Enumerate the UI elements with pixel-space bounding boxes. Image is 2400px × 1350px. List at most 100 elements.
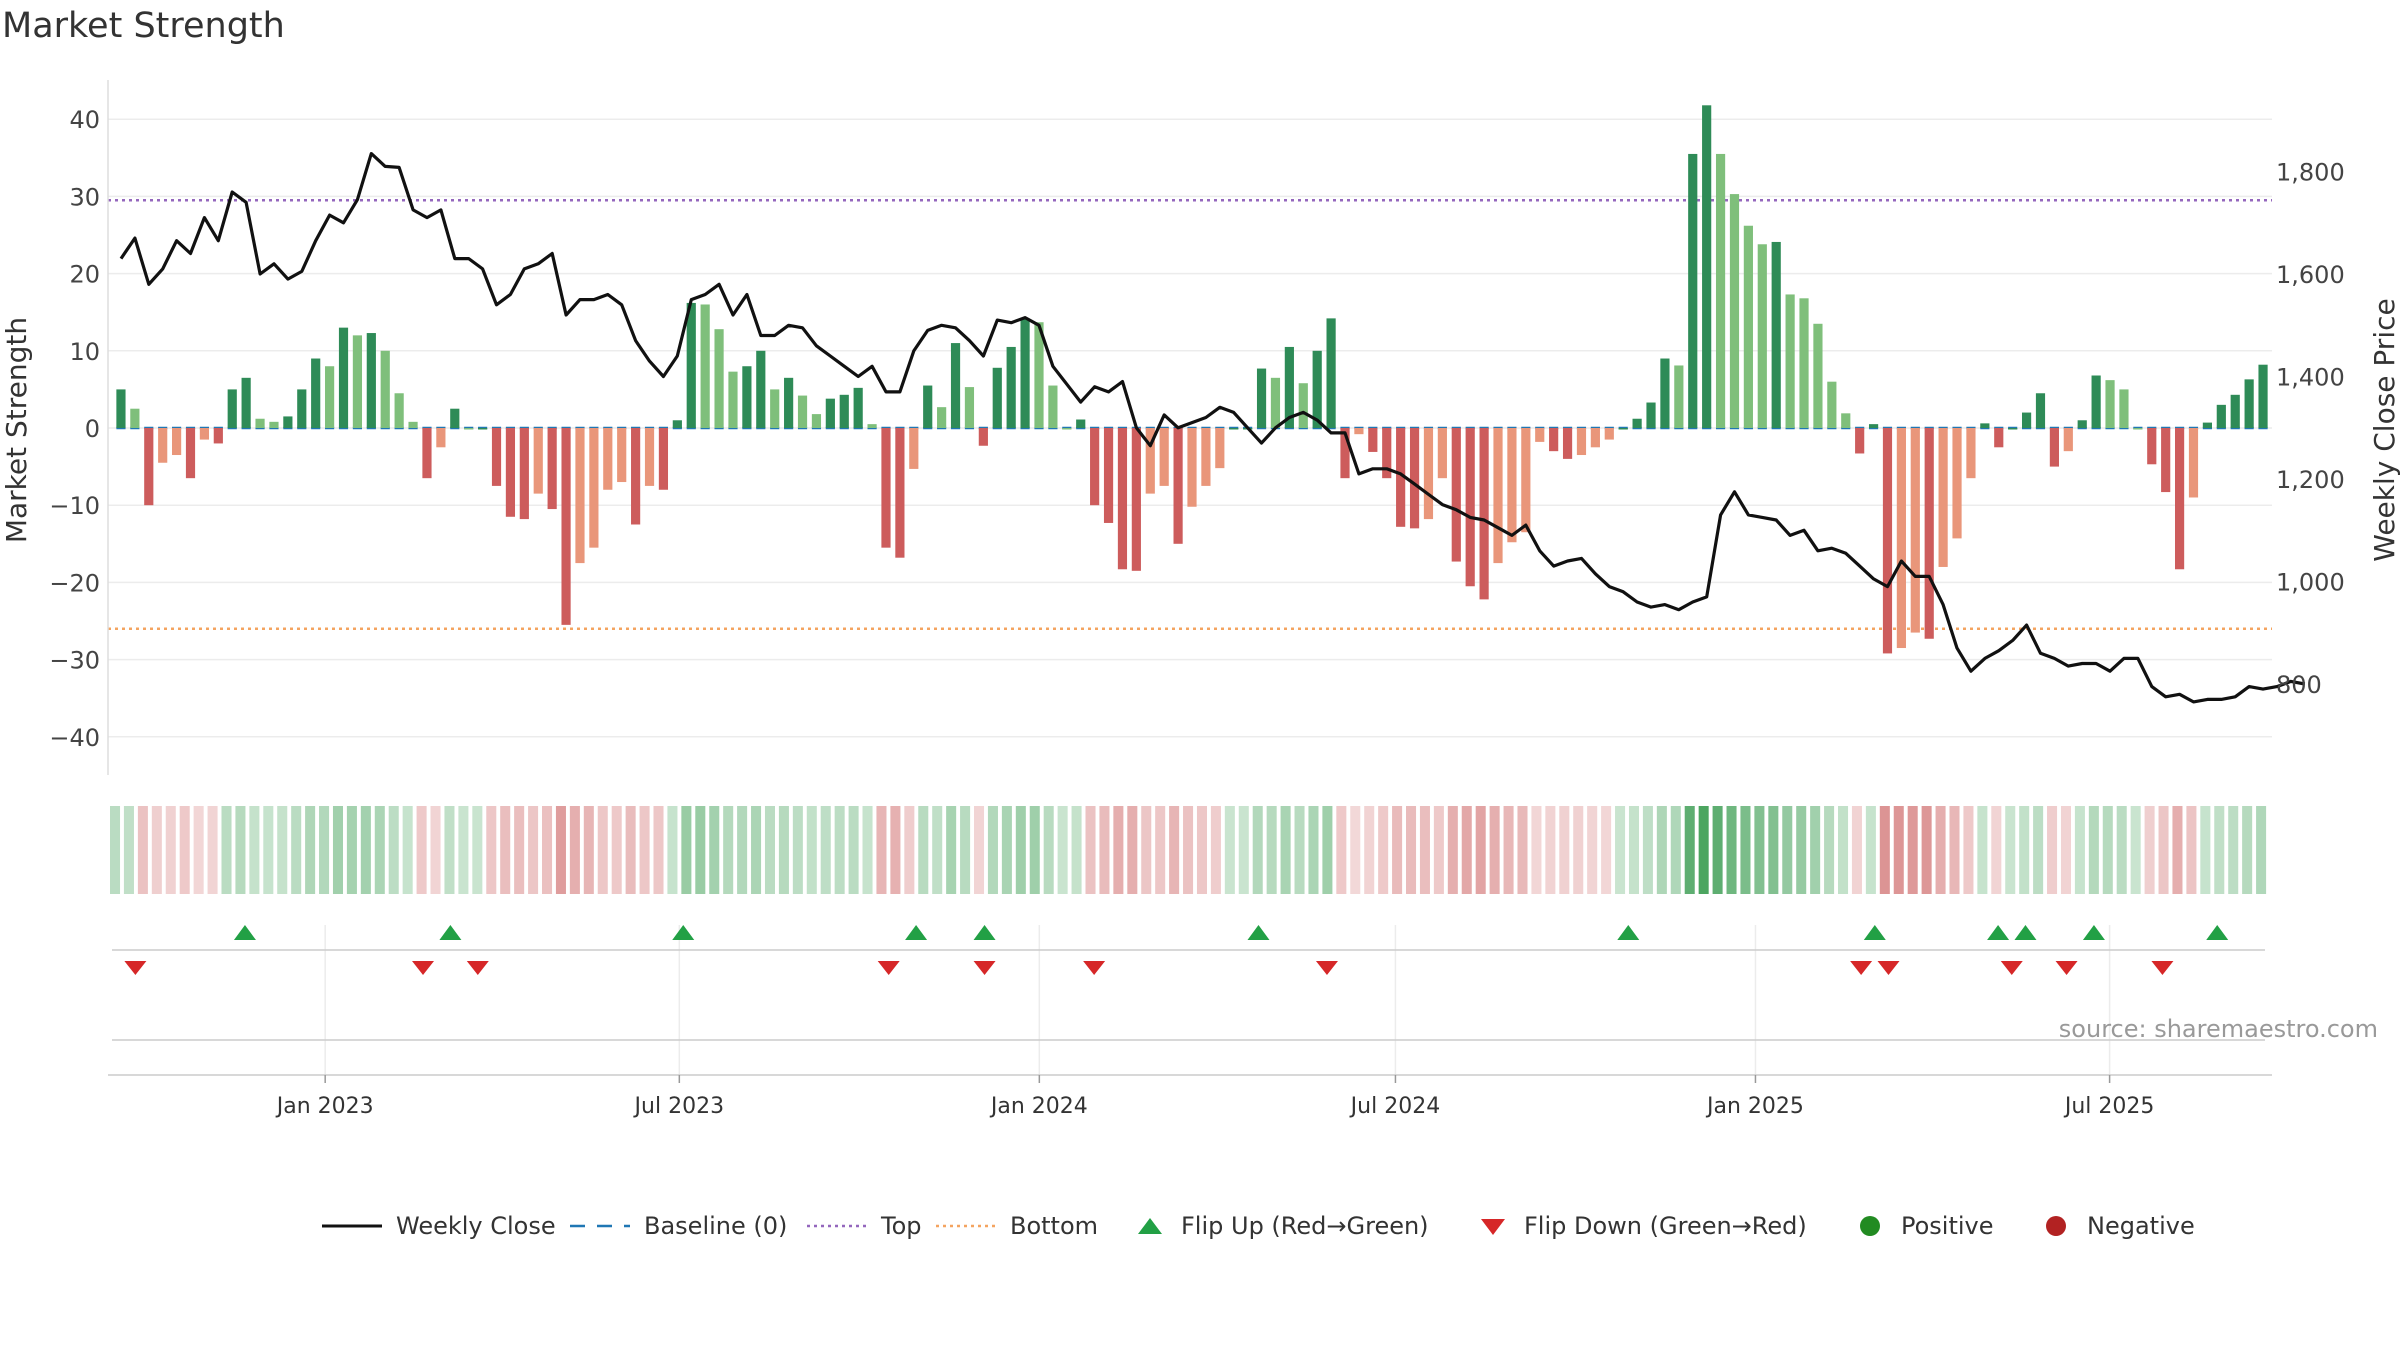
strength-bar [1785,294,1795,428]
strip-cell [681,806,692,894]
strip-cell [444,806,455,894]
strength-bar [1827,381,1837,428]
strip-cell [1531,806,1542,894]
strip-cell [2102,806,2113,894]
strip-cell [1155,806,1166,894]
strength-bars [116,105,2268,654]
strength-bar [1131,428,1141,571]
weekly-close-line [119,152,2306,704]
strength-bar [1604,428,1614,440]
strip-cell [430,806,441,894]
strength-bar [1020,318,1030,428]
strength-bar [1562,428,1573,459]
strength-bar [352,335,363,428]
strength-bar [1855,428,1865,454]
strip-cell [2200,806,2211,894]
strip-cell [1183,806,1194,894]
legend-label: Positive [1901,1212,1994,1240]
strip-cell [235,806,246,894]
y-axis-label: Market Strength [0,317,33,543]
flip-up-marker [1617,925,1640,940]
strip-cell [1865,806,1876,894]
strip-cell [2060,806,2072,894]
strength-bar [770,389,780,428]
strength-bar [464,428,474,430]
strength-bar [1896,428,1906,649]
strength-bar [1048,385,1058,428]
strength-bar [533,428,543,494]
strip-cell [1099,806,1110,894]
strip-cell [1754,806,1765,894]
flip-down-marker [1315,961,1338,975]
strength-bar [1215,428,1225,469]
strength-bar [2105,380,2115,428]
strip-cell [360,806,371,894]
strip-cell [946,806,957,894]
strip-cell [1601,806,1612,894]
strength-bar [1103,428,1114,523]
strength-bar [422,428,432,479]
strength-bar [1952,428,1962,539]
strip-cell [291,806,302,894]
strength-bar [1396,428,1406,527]
strip-cell [123,806,134,894]
strip-cell [1573,806,1584,894]
strip-cell [1796,806,1807,894]
flip-down-marker [124,961,147,975]
strip-cell [1963,806,1974,894]
strip-cell [2116,806,2127,894]
y-tick-label: 20 [69,261,100,289]
strength-bar [797,395,808,428]
strength-bar [1521,428,1531,533]
strength-bar [2147,428,2157,465]
strip-cell [277,806,288,894]
strength-bar [1688,153,1698,428]
strength-bar [130,408,140,428]
strength-bar [1799,298,1809,428]
source-credit: source: sharemaestro.com [2058,1015,2378,1043]
strength-bar [2063,428,2073,452]
strip-cell [639,806,650,894]
strip-cell [249,806,260,894]
strip-cell [555,806,566,894]
strength-bar [1729,194,1740,428]
strength-bar [241,377,251,428]
strip-cell [1280,806,1291,894]
red-dot-icon [2046,1216,2066,1236]
strip-cell [625,806,636,894]
strip-cell [1447,806,1458,894]
legend-label: Top [881,1212,922,1240]
strength-bar [728,371,738,428]
strength-bar [2202,422,2212,428]
strip-cell [1879,806,1890,894]
strength-bar [1646,402,1656,428]
dotted-purple-line-icon [807,1224,867,1228]
strip-cell [1419,806,1430,894]
strength-bar [1493,428,1503,564]
strip-cell [542,806,553,894]
strength-bar [1702,105,1712,428]
strength-bar [1354,428,1364,435]
strip-cell [737,806,748,894]
strength-bar [1437,428,1447,479]
strip-cell [653,806,664,894]
strength-bar [185,428,196,479]
strip-cell [932,806,943,894]
strength-bar [1284,346,1294,428]
strip-cell [1029,806,1040,894]
chart-title: Market Strength [2,6,285,46]
legend-item: Weekly Close [322,1208,556,1244]
strip-cell [1378,806,1389,894]
strength-bar [213,428,223,444]
y-tick-label: −40 [49,724,100,752]
strength-bar [1465,428,1475,587]
triangle-down-icon [1481,1219,1505,1235]
flip-down-marker [1083,961,1106,975]
strength-bar [2035,393,2046,428]
y-tick-label: 30 [69,183,100,211]
strip-cell [2088,806,2099,894]
strip-cell [1559,806,1570,894]
gridlines [108,118,2272,1075]
strip-cell [1503,806,1514,894]
strength-bar [505,428,516,517]
